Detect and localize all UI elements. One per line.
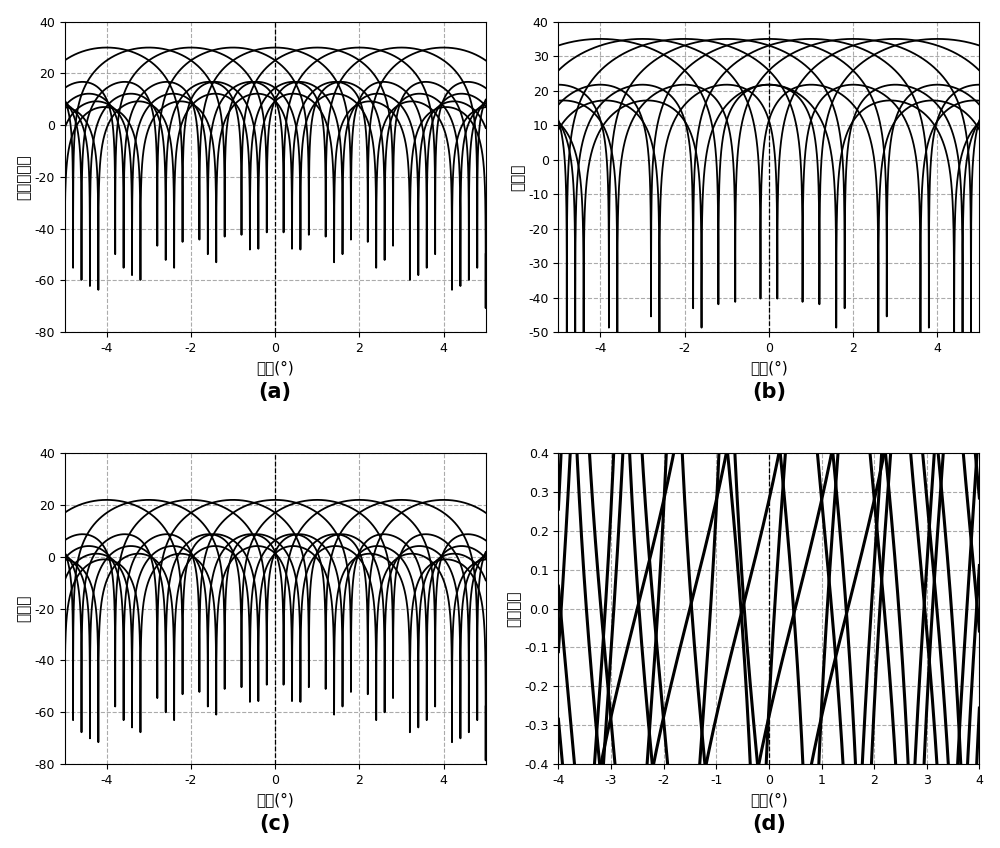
- Text: (c): (c): [259, 813, 291, 834]
- Y-axis label: 天线方向图: 天线方向图: [17, 154, 32, 200]
- X-axis label: 角度(°): 角度(°): [256, 792, 294, 807]
- Y-axis label: 差波束: 差波束: [17, 595, 32, 622]
- Text: (d): (d): [752, 813, 786, 834]
- X-axis label: 角度(°): 角度(°): [256, 360, 294, 376]
- Y-axis label: 和波束: 和波束: [510, 164, 525, 191]
- X-axis label: 角度(°): 角度(°): [750, 792, 788, 807]
- X-axis label: 角度(°): 角度(°): [750, 360, 788, 376]
- Text: (a): (a): [259, 382, 292, 402]
- Text: (b): (b): [752, 382, 786, 402]
- Y-axis label: 电压增益: 电压增益: [507, 590, 522, 627]
